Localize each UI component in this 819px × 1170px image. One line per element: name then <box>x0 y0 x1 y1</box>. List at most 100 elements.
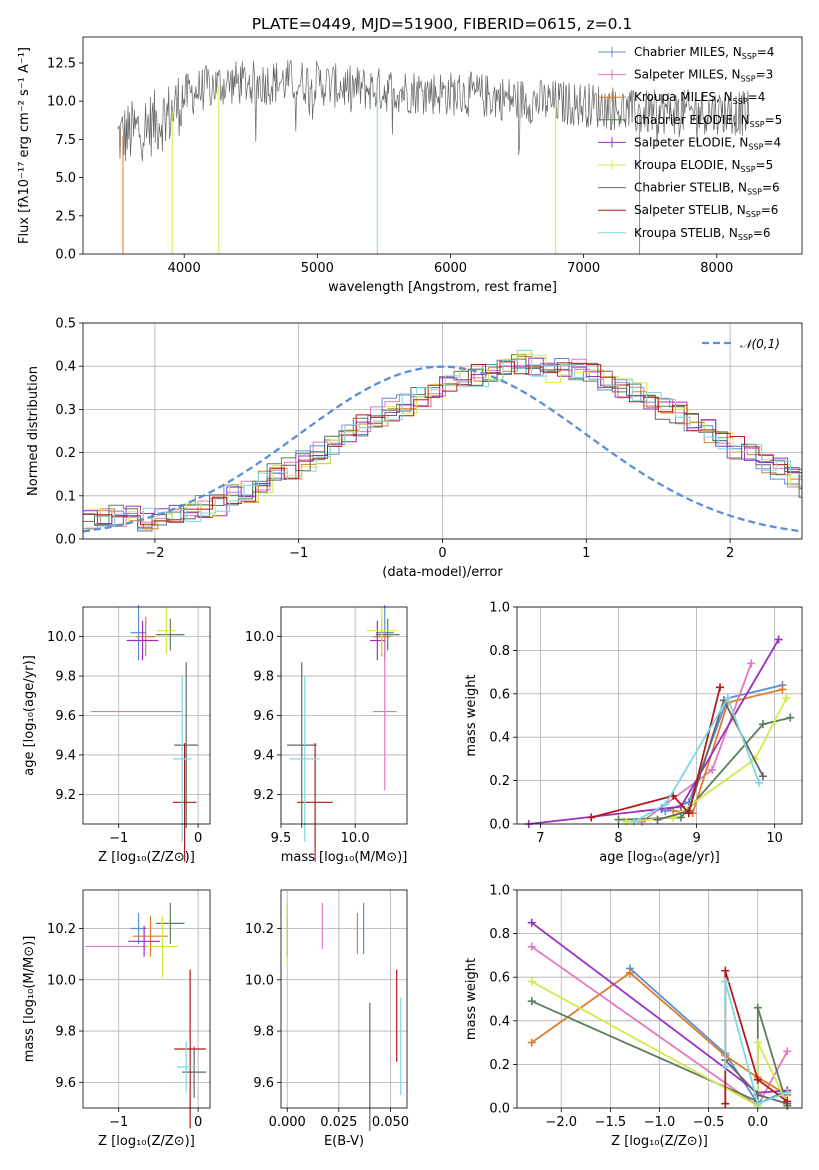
y-tick-label: 9.6 <box>55 1076 76 1091</box>
legend-subscript: SSP <box>738 233 753 242</box>
y-tick-label: 1.0 <box>489 884 510 899</box>
legend-label-chabrier-stelib: Chabrier STELIB, NSSP=6 <box>634 181 780 197</box>
histogram-salpeter-stelib <box>83 361 802 526</box>
y-tick-label: 9.4 <box>55 748 76 763</box>
x-tick-label: 7000 <box>567 261 600 276</box>
y-tick-label: 0.0 <box>489 1102 510 1117</box>
y-tick-label: 0.0 <box>489 818 510 833</box>
x-tick-label: 5000 <box>301 261 334 276</box>
y-tick-label: 9.8 <box>55 670 76 685</box>
legend-text: Chabrier MILES, N <box>634 45 742 59</box>
histogram-kroupa-stelib <box>85 349 802 530</box>
weight-vs-age-panel: 7 8 9 10 0.0 0.2 0.4 0.6 0.8 1.0 age [log₁₀(age/yr… <box>464 601 803 865</box>
x-tick-label: 0 <box>194 1115 202 1130</box>
legend-label-salpeter-miles: Salpeter MILES, NSSP=3 <box>634 68 773 84</box>
marker-chabrier-elodie <box>614 815 623 824</box>
y-axis-label: mass weight <box>464 674 479 756</box>
marker-kroupa-stelib <box>721 1062 730 1071</box>
y-tick-label: 7.5 <box>55 133 76 148</box>
x-tick-label: −1.0 <box>644 1115 676 1130</box>
marker-kroupa-miles <box>778 685 787 694</box>
axes-frame <box>82 889 211 1109</box>
x-tick-label: −0.5 <box>693 1115 725 1130</box>
marker-chabrier-elodie <box>676 813 685 822</box>
y-tick-label: 0.3 <box>55 403 76 418</box>
x-tick-label: 0.025 <box>320 1115 357 1130</box>
residuals-panel: −2 −1 0 1 2 0.0 0.1 0.2 0.3 0.4 0.5 (data-model)/er… <box>26 317 803 580</box>
x-tick-label: −1 <box>289 546 308 561</box>
legend-text: Chabrier STELIB, N <box>634 181 747 195</box>
marker-kroupa-elodie <box>782 694 791 703</box>
line-kroupa-elodie <box>531 980 789 1108</box>
legend-subscript: SSP <box>733 97 748 106</box>
y-axis-label: age [log₁₀(age/yr)] <box>22 655 37 776</box>
x-tick-label: 10.0 <box>341 831 370 846</box>
y-axis-label: Normed distribution <box>26 366 41 496</box>
axes-frame <box>516 606 803 825</box>
histogram-kroupa-elodie <box>85 353 802 525</box>
y-tick-label: 0.2 <box>55 446 76 461</box>
axes-frame <box>280 889 408 1109</box>
y-tick-label: 0.4 <box>489 731 510 746</box>
x-axis-label: Z [log₁₀(Z/Z⊙)] <box>98 1134 195 1149</box>
x-tick-label: 8000 <box>700 261 733 276</box>
legend-label-chabrier-elodie: Chabrier ELODIE, NSSP=5 <box>634 113 782 129</box>
legend-text: Salpeter MILES, N <box>634 68 741 82</box>
marker-salpeter-elodie <box>527 918 536 927</box>
line-chabrier-elodie <box>618 716 791 821</box>
legend-text: Kroupa ELODIE, N <box>634 158 741 172</box>
legend-subscript: SSP <box>741 165 756 174</box>
y-tick-label: 0.5 <box>55 317 76 332</box>
y-tick-label: 0.8 <box>489 644 510 659</box>
spectrum-lines <box>117 59 750 254</box>
y-tick-label: 0.6 <box>489 971 510 986</box>
y-tick-label: 0.8 <box>489 927 510 942</box>
legend-suffix: =6 <box>753 226 771 240</box>
y-tick-label: 0.4 <box>55 360 76 375</box>
legend-subscript: SSP <box>750 120 765 129</box>
gaussian-reference-curve <box>83 365 802 533</box>
x-tick-label: 1 <box>582 546 590 561</box>
axes-frame <box>82 36 803 255</box>
figure-title: PLATE=0449, MJD=51900, FIBERID=0615, z=0… <box>252 15 633 33</box>
y-tick-label: 10.0 <box>47 630 76 645</box>
legend-suffix: =5 <box>765 113 783 127</box>
legend-text: Chabrier ELODIE, N <box>634 113 750 127</box>
line-kroupa-stelib <box>633 696 760 823</box>
marker-kroupa-elodie <box>622 817 631 826</box>
legend-subscript: SSP <box>742 52 757 61</box>
y-tick-label: 0.6 <box>489 687 510 702</box>
legend-subscript: SSP <box>747 188 762 197</box>
x-tick-label: 10 <box>766 831 783 846</box>
y-tick-label: 12.5 <box>47 56 76 71</box>
age-vs-metallicity-panel: −1 0 9.2 9.4 9.6 9.8 10.0 Z [log₁₀(Z/Z⊙)] age [l… <box>22 605 211 865</box>
marker-kroupa-stelib <box>755 778 764 787</box>
histogram-chabrier-stelib <box>83 358 802 528</box>
marker-salpeter-miles <box>527 942 536 951</box>
marker-salpeter-elodie <box>774 635 783 644</box>
marker-kroupa-miles <box>626 968 635 977</box>
marker-chabrier-elodie <box>527 997 536 1006</box>
marker-salpeter-stelib <box>783 1097 792 1106</box>
x-tick-label: 2 <box>726 546 734 561</box>
mass-vs-ebv-panel: 0.000 0.025 0.050 9.6 9.8 10.0 10.2 E(B-V) <box>245 889 409 1149</box>
x-tick-label: −2 <box>145 546 164 561</box>
y-tick-label: 9.8 <box>253 1025 274 1040</box>
y-axis-label: mass weight <box>464 958 479 1040</box>
x-tick-label: −1.5 <box>595 1115 627 1130</box>
marker-kroupa-stelib <box>661 800 670 809</box>
x-tick-label: 6000 <box>434 261 467 276</box>
x-tick-label: 9.5 <box>271 831 292 846</box>
legend-text: Salpeter STELIB, N <box>634 203 746 217</box>
histogram-kroupa-miles <box>85 356 802 530</box>
line-kroupa-elodie <box>626 697 788 823</box>
x-axis-label: mass [log₁₀(M/M⊙)] <box>281 850 408 865</box>
y-tick-label: 0.2 <box>489 774 510 789</box>
y-tick-label: 9.8 <box>253 670 274 685</box>
x-tick-label: 7 <box>536 831 544 846</box>
x-tick-label: −2.0 <box>545 1115 577 1130</box>
y-tick-label: 10.2 <box>245 922 274 937</box>
legend-label-salpeter-stelib: Salpeter STELIB, NSSP=6 <box>634 203 778 219</box>
y-tick-label: 0.0 <box>55 248 76 263</box>
x-tick-label: 0.000 <box>269 1115 306 1130</box>
